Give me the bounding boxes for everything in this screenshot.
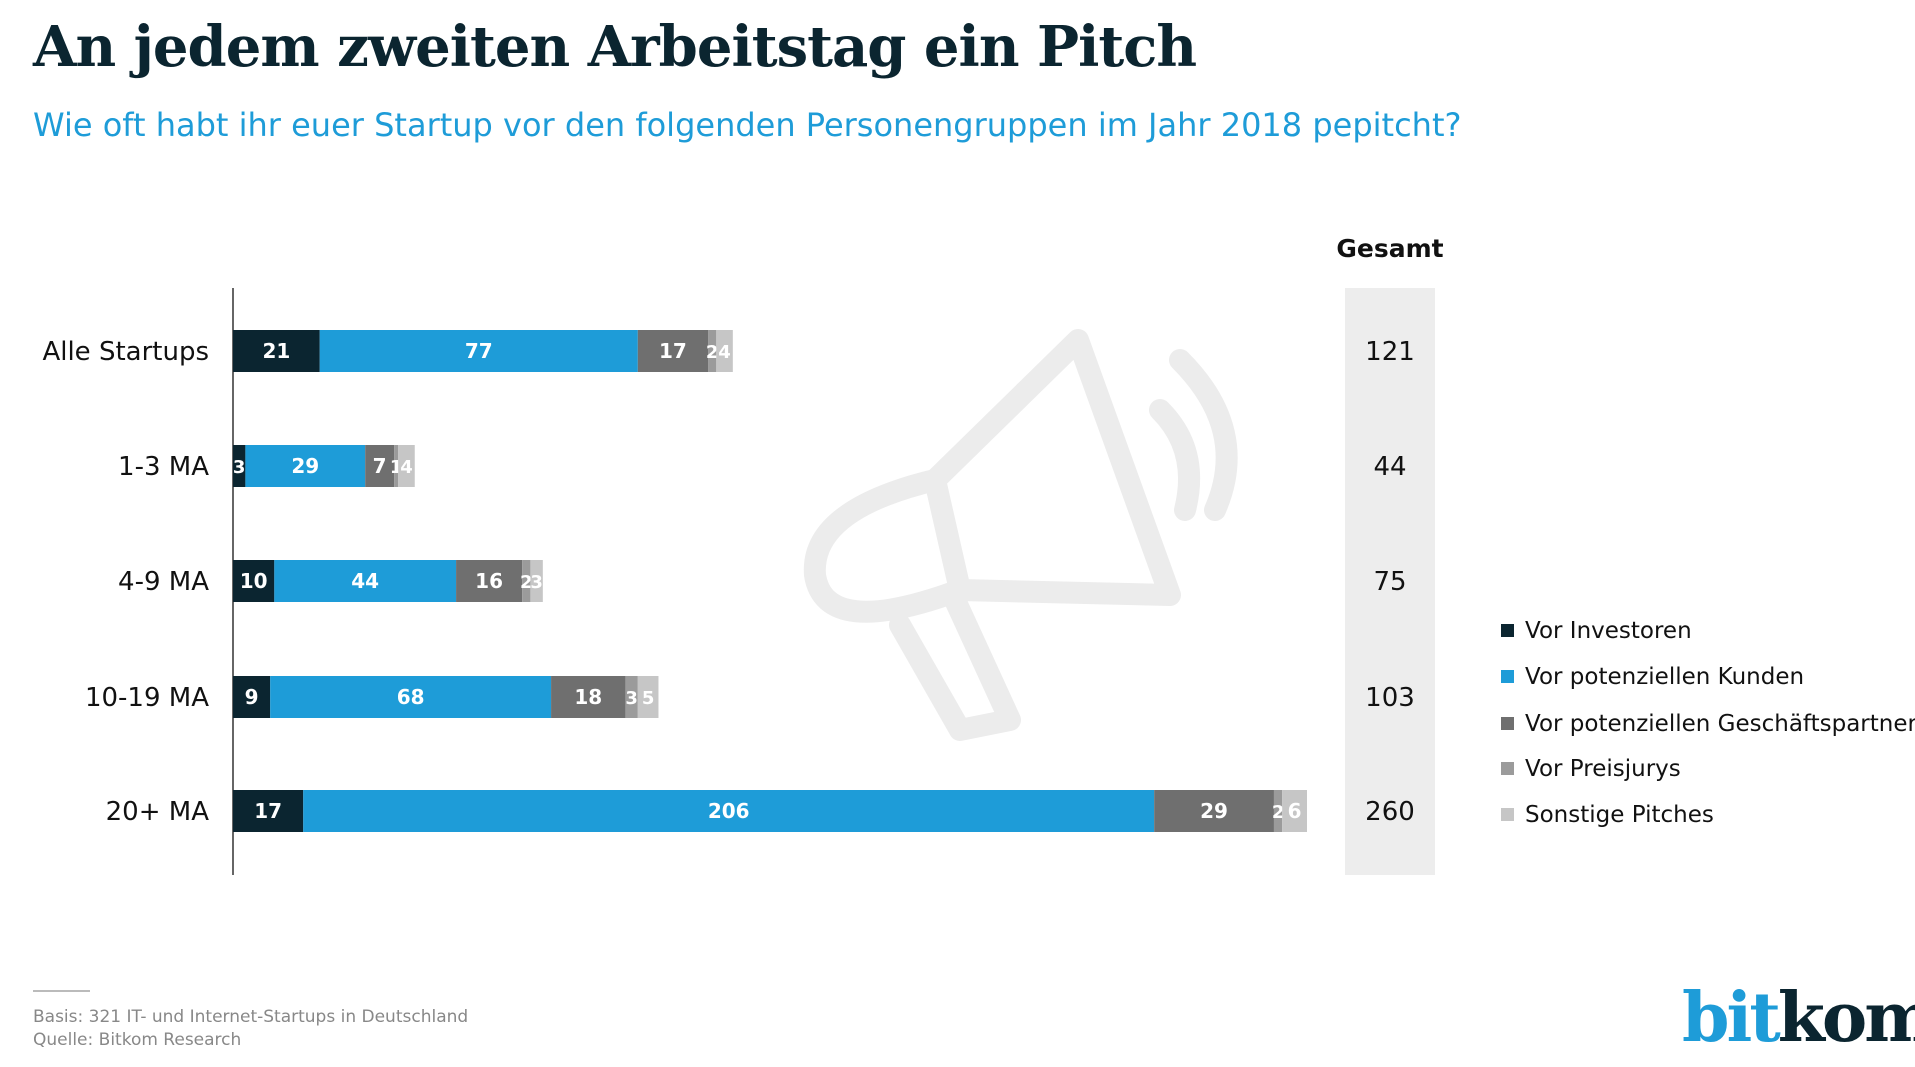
bar-segment xyxy=(625,676,638,718)
data-label: 2 xyxy=(706,342,719,363)
legend-swatch xyxy=(1501,717,1514,730)
data-label: 68 xyxy=(397,685,425,709)
bar-segment xyxy=(319,330,638,372)
data-label: 17 xyxy=(659,339,687,363)
legend-swatch xyxy=(1501,762,1514,775)
bar-segment xyxy=(245,445,366,487)
data-label: 21 xyxy=(262,339,290,363)
footer-basis: Basis: 321 IT- und Internet-Startups in … xyxy=(33,1007,469,1027)
data-label: 4 xyxy=(400,457,413,478)
total-value: 121 xyxy=(1365,337,1415,367)
data-label: 16 xyxy=(475,569,503,593)
footer-source: Quelle: Bitkom Research xyxy=(33,1030,242,1050)
bar-segment xyxy=(233,560,275,602)
data-label: 3 xyxy=(625,688,638,709)
legend-label: Vor potenziellen Kunden xyxy=(1525,664,1804,690)
category-label: 1-3 MA xyxy=(118,452,209,482)
bar-segment xyxy=(398,445,415,487)
bar-segment xyxy=(637,676,659,718)
category-label: 20+ MA xyxy=(106,797,210,827)
total-value: 260 xyxy=(1365,797,1415,827)
total-header: Gesamt xyxy=(1336,234,1443,263)
data-label: 9 xyxy=(245,685,259,709)
legend-swatch xyxy=(1501,624,1514,637)
total-value: 44 xyxy=(1373,452,1406,482)
bar-segment xyxy=(1154,790,1274,832)
bar-segment xyxy=(1282,790,1307,832)
chart-subtitle: Wie oft habt ihr euer Startup vor den fo… xyxy=(33,106,1462,144)
data-label: 7 xyxy=(373,454,387,478)
data-label: 29 xyxy=(1200,799,1228,823)
bar-segment xyxy=(1273,790,1283,832)
bar-segment xyxy=(394,445,399,487)
category-label: Alle Startups xyxy=(42,337,209,367)
bar-segment xyxy=(530,560,543,602)
legend-swatch xyxy=(1501,670,1514,683)
data-label: 10 xyxy=(240,569,268,593)
bar-segment xyxy=(233,676,271,718)
category-label: 4-9 MA xyxy=(118,567,209,597)
data-label: 18 xyxy=(574,685,602,709)
data-label: 6 xyxy=(1288,799,1302,823)
legend-label: Vor potenziellen Geschäftspartnern xyxy=(1525,711,1915,737)
bar-segment xyxy=(233,445,246,487)
footer-divider xyxy=(33,990,90,992)
data-label: 17 xyxy=(254,799,282,823)
bar-segment xyxy=(716,330,733,372)
data-label: 4 xyxy=(718,342,731,363)
data-label: 29 xyxy=(291,454,319,478)
bar-segment xyxy=(233,790,304,832)
data-label: 3 xyxy=(530,572,543,593)
category-label: 10-19 MA xyxy=(85,683,209,713)
bar-segment xyxy=(637,330,709,372)
bitkom-logo: bitkom xyxy=(1682,978,1915,1058)
legend-label: Sonstige Pitches xyxy=(1525,802,1714,828)
megaphone-icon xyxy=(803,329,1238,741)
data-label: 206 xyxy=(708,799,750,823)
data-label: 3 xyxy=(233,457,246,478)
bar-segment xyxy=(303,790,1155,832)
total-column-background xyxy=(1345,288,1435,875)
legend-label: Vor Preisjurys xyxy=(1525,756,1681,782)
data-label: 2 xyxy=(1272,802,1285,823)
data-label: 5 xyxy=(642,688,655,709)
legend-label: Vor Investoren xyxy=(1525,618,1692,644)
data-label: 44 xyxy=(351,569,379,593)
bar-segment xyxy=(456,560,523,602)
bar-segment xyxy=(274,560,457,602)
legend-swatch xyxy=(1501,808,1514,821)
chart-title: An jedem zweiten Arbeitstag ein Pitch xyxy=(33,14,1197,80)
bar-segment xyxy=(233,330,320,372)
data-label: 2 xyxy=(520,572,533,593)
bar-segment xyxy=(365,445,395,487)
bar-segment xyxy=(270,676,552,718)
total-value: 75 xyxy=(1373,567,1406,597)
bar-segment xyxy=(551,676,626,718)
bar-segment xyxy=(708,330,717,372)
bar-segment xyxy=(522,560,531,602)
total-value: 103 xyxy=(1365,683,1415,713)
data-label: 77 xyxy=(465,339,493,363)
